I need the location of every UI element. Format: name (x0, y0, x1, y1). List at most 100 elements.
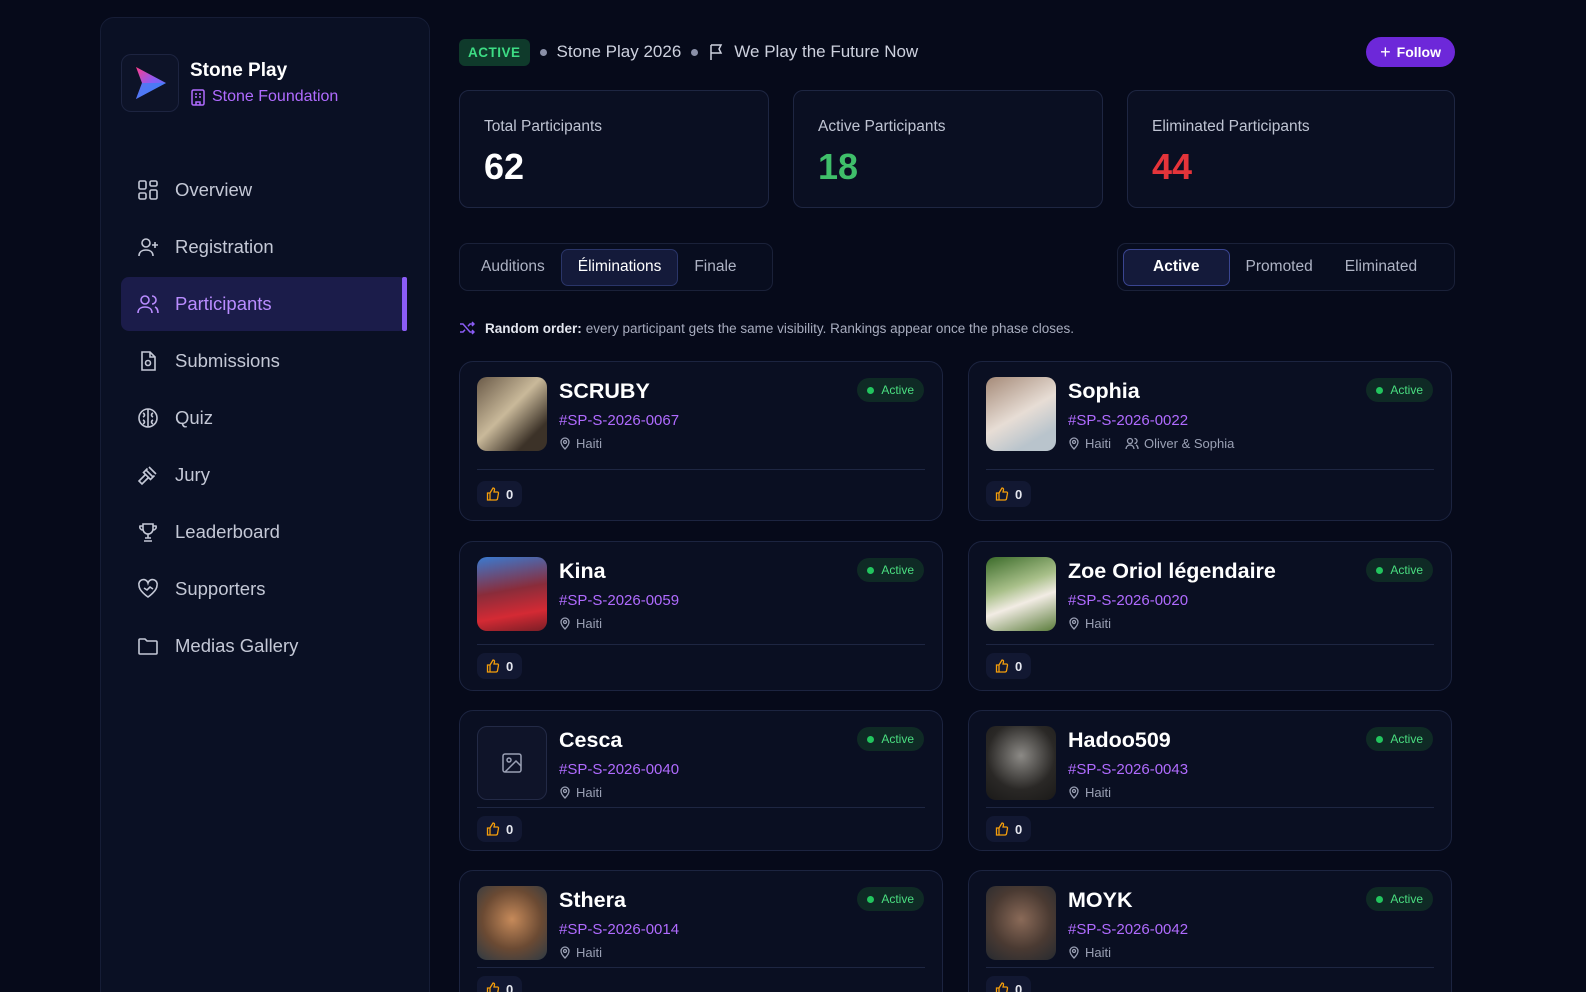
vote-count: 0 (1015, 658, 1023, 674)
vote-button[interactable]: 0 (477, 481, 523, 507)
vote-count: 0 (506, 821, 514, 837)
divider (477, 644, 925, 645)
avatar (477, 377, 547, 451)
map-pin-icon (560, 786, 570, 799)
thumbs-up-icon (995, 659, 1009, 673)
participant-card[interactable]: Zoe Oriol légendaire #SP-S-2026-0020 Hai… (968, 541, 1452, 691)
separator-dot (691, 48, 699, 56)
tab-finale[interactable]: Finale (694, 258, 737, 275)
shuffle-icon (460, 321, 475, 335)
map-pin-icon (560, 617, 570, 630)
sidebar-nav: Overview Registration Participants Submi… (121, 163, 407, 676)
image-placeholder-icon (502, 753, 522, 773)
sidebar-item-medias-gallery[interactable]: Medias Gallery (121, 619, 407, 673)
sidebar-item-registration[interactable]: Registration (121, 220, 407, 274)
divider (477, 469, 925, 470)
vote-count: 0 (506, 486, 514, 502)
participant-card[interactable]: Kina #SP-S-2026-0059 Haiti Active 0 (459, 541, 943, 691)
vote-button[interactable]: 0 (986, 653, 1032, 679)
status-text: Active (1390, 892, 1423, 906)
thumbs-up-icon (995, 982, 1009, 992)
users-icon (1125, 437, 1139, 450)
stat-label: Eliminated Participants (1152, 118, 1310, 135)
participant-card[interactable]: MOYK #SP-S-2026-0042 Haiti Active 0 (968, 870, 1452, 992)
stat-value: 62 (484, 146, 525, 187)
participant-card[interactable]: Cesca #SP-S-2026-0040 Haiti Active 0 (459, 710, 943, 851)
brand[interactable]: Stone Play Stone Foundation (121, 54, 338, 112)
divider (986, 469, 1434, 470)
thumbs-up-icon (486, 982, 500, 992)
participant-meta: Haiti (559, 945, 602, 960)
gavel-icon (137, 466, 157, 486)
status-badge: Active (857, 727, 924, 751)
vote-button[interactable]: 0 (477, 653, 523, 679)
participant-country: Haiti (576, 436, 603, 451)
status-badge: Active (857, 558, 924, 582)
vote-button[interactable]: 0 (986, 816, 1032, 842)
organization-link[interactable]: Stone Foundation (190, 88, 338, 106)
flag-icon (710, 44, 723, 60)
follow-label: Follow (1396, 44, 1441, 60)
trophy-icon (139, 523, 157, 542)
sidebar-item-jury[interactable]: Jury (121, 448, 407, 502)
stat-value: 18 (818, 146, 859, 187)
plus-icon: + (1380, 42, 1391, 62)
participant-code: #SP-S-2026-0022 (1068, 412, 1189, 429)
tab-auditions[interactable]: Auditions (481, 258, 545, 275)
status-badge: Active (857, 887, 924, 911)
status-badge: Active (1366, 558, 1433, 582)
follow-button[interactable]: + Follow (1366, 37, 1455, 67)
filter-promoted[interactable]: Promoted (1245, 258, 1313, 275)
sidebar-item-overview[interactable]: Overview (121, 163, 407, 217)
participant-code: #SP-S-2026-0040 (559, 761, 680, 778)
map-pin-icon (1069, 946, 1079, 959)
participant-code: #SP-S-2026-0043 (1068, 761, 1189, 778)
participant-meta: Haiti (559, 616, 602, 631)
divider (477, 807, 925, 808)
participant-country: Haiti (576, 616, 603, 631)
avatar-placeholder (477, 726, 547, 800)
separator-dot (539, 48, 547, 56)
organization-name: Stone Foundation (212, 88, 339, 105)
note-text: every participant gets the same visibili… (585, 320, 1075, 336)
divider (986, 967, 1434, 968)
participant-meta: Haiti Oliver & Sophia (1068, 436, 1234, 451)
participant-card[interactable]: SCRUBY #SP-S-2026-0067 Haiti Active 0 (459, 361, 943, 521)
participant-card[interactable]: Sophia #SP-S-2026-0022 Haiti Oliver & So… (968, 361, 1452, 521)
filter-eliminated[interactable]: Eliminated (1344, 258, 1418, 275)
status-text: Active (1390, 732, 1423, 746)
grid-icon (138, 180, 158, 200)
vote-button[interactable]: 0 (986, 481, 1032, 507)
vote-count: 0 (1015, 821, 1023, 837)
participant-name: Kina (559, 559, 606, 583)
sidebar-item-leaderboard[interactable]: Leaderboard (121, 505, 407, 559)
avatar (986, 726, 1056, 800)
thumbs-up-icon (995, 487, 1009, 501)
participant-name: Zoe Oriol légendaire (1068, 559, 1276, 583)
filter-active[interactable]: Active (1123, 248, 1230, 286)
avatar (986, 377, 1056, 451)
participant-card[interactable]: Hadoo509 #SP-S-2026-0043 Haiti Active 0 (968, 710, 1452, 851)
phase-tabs: Auditions Éliminations Finale (459, 243, 773, 291)
tab-eliminations[interactable]: Éliminations (560, 248, 679, 286)
participant-team: Oliver & Sophia (1125, 436, 1234, 451)
participant-meta: Haiti (1068, 785, 1111, 800)
sidebar-item-quiz[interactable]: Quiz (121, 391, 407, 445)
building-icon (191, 88, 205, 106)
vote-button[interactable]: 0 (477, 816, 523, 842)
vote-button[interactable]: 0 (477, 976, 523, 992)
stone-play-logo (121, 54, 179, 112)
participant-name: Sophia (1068, 379, 1140, 403)
sidebar-item-supporters[interactable]: Supporters (121, 562, 407, 616)
sidebar-item-submissions[interactable]: Submissions (121, 334, 407, 388)
status-badge: Active (1366, 887, 1433, 911)
map-pin-icon (560, 437, 570, 450)
thumbs-up-icon (486, 822, 500, 836)
vote-button[interactable]: 0 (986, 976, 1032, 992)
participant-card[interactable]: Sthera #SP-S-2026-0014 Haiti Active 0 (459, 870, 943, 992)
stat-active-participants: Active Participants 18 (793, 90, 1103, 208)
sidebar-item-participants[interactable]: Participants (121, 277, 407, 331)
sidebar-item-label: Registration (175, 236, 274, 257)
status-badge: Active (1366, 727, 1433, 751)
divider (986, 807, 1434, 808)
